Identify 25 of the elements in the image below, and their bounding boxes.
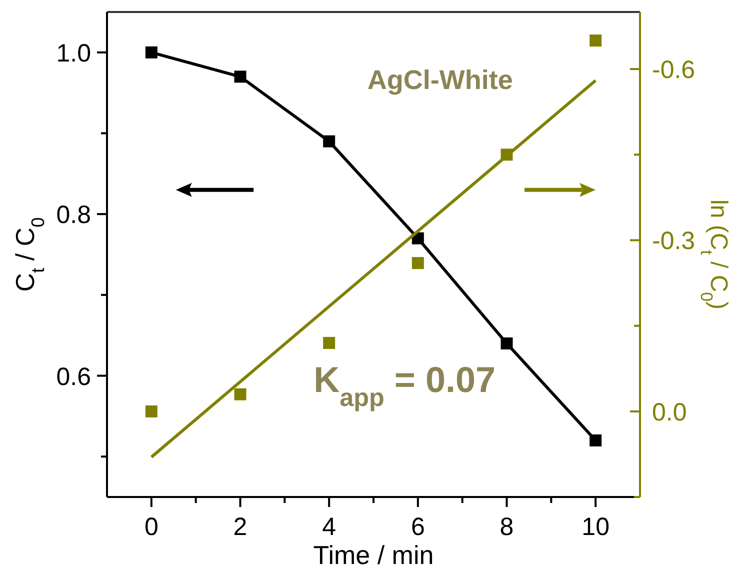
annotation: K$_{app}$ = 0.07 (314, 358, 496, 412)
point (500, 337, 513, 350)
point (412, 257, 424, 270)
x-tick-label: 2 (233, 513, 248, 541)
y2-tick-label: -0.3 (652, 227, 696, 256)
point (145, 46, 158, 58)
x-tick-label: 8 (500, 513, 514, 541)
y-tick-label: 0.6 (56, 362, 91, 391)
y2-tick-label: -0.6 (652, 56, 696, 84)
point (590, 34, 602, 47)
point (234, 70, 246, 83)
point (323, 336, 336, 349)
x-tick-label: 4 (322, 513, 336, 541)
x-tick-label: 6 (410, 513, 425, 541)
y-tick-label: 1.0 (56, 39, 91, 68)
point (145, 405, 158, 418)
point (323, 135, 336, 148)
point (234, 388, 246, 400)
x-tick-label: 0 (144, 513, 158, 541)
annotation: AgCl-White (367, 64, 513, 95)
x-axis-title: Time / min (313, 540, 434, 570)
y2-tick-label: 0.0 (652, 398, 687, 426)
y-tick-label: 0.8 (56, 201, 91, 230)
point (590, 434, 602, 446)
x-tick-label: 10 (582, 513, 610, 541)
